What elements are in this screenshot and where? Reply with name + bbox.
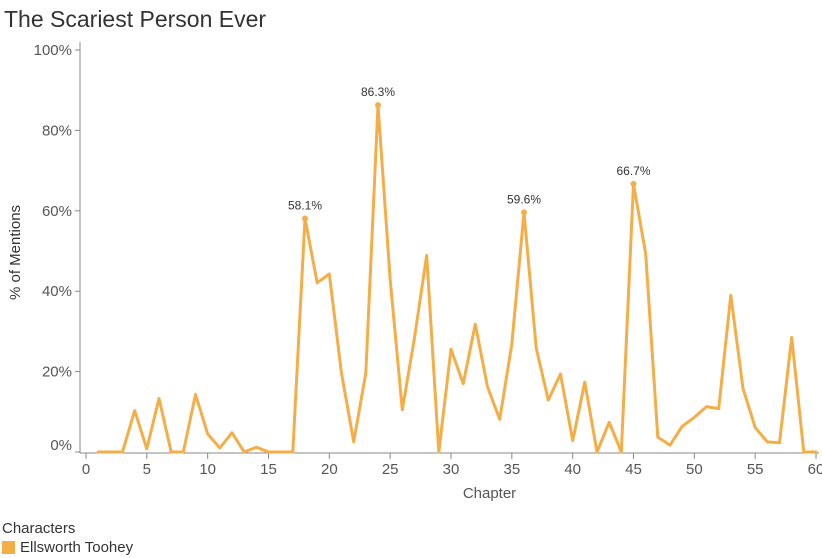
data-label: 86.3% xyxy=(361,85,395,99)
data-label: 58.1% xyxy=(288,198,322,212)
x-tick-label: 0 xyxy=(82,461,90,478)
x-tick-label: 20 xyxy=(321,461,338,478)
legend-title: Characters xyxy=(2,520,76,537)
x-tick-label: 45 xyxy=(625,461,642,478)
y-axis-label: % of Mentions xyxy=(7,205,24,300)
x-axis-label: Chapter xyxy=(463,485,516,502)
y-tick-label: 100% xyxy=(34,42,72,59)
y-tick-label: 80% xyxy=(42,122,72,139)
legend-item-ellsworth-toohey[interactable]: Ellsworth Toohey xyxy=(2,539,133,556)
y-tick-label: 20% xyxy=(42,364,72,381)
x-tick-label: 15 xyxy=(260,461,277,478)
y-tick-label: 60% xyxy=(42,203,72,220)
data-label: 59.6% xyxy=(507,192,541,206)
data-point-marker xyxy=(630,180,637,187)
x-tick-label: 55 xyxy=(747,461,764,478)
data-label: 66.7% xyxy=(616,164,650,178)
data-point-marker xyxy=(302,215,308,222)
chart-title: The Scariest Person Ever xyxy=(4,6,267,32)
line-chart: 0% 20% 40% 60% 80% 100% 0 5 10 15 20 25 30 35 40 45 50 55… xyxy=(7,42,822,502)
legend-swatch xyxy=(2,541,15,554)
legend-label: Ellsworth Toohey xyxy=(20,539,134,556)
data-point-marker xyxy=(521,209,527,216)
y-tick-label: 0% xyxy=(50,437,72,454)
data-point-marker xyxy=(375,102,381,109)
x-tick-label: 30 xyxy=(443,461,460,478)
x-tick-label: 25 xyxy=(382,461,399,478)
series-line-ellsworth-toohey xyxy=(96,103,818,454)
x-tick-label: 60 xyxy=(808,461,822,478)
y-tick-label: 40% xyxy=(42,283,72,300)
x-tick-label: 5 xyxy=(143,461,151,478)
x-tick-label: 35 xyxy=(503,461,520,478)
x-tick-label: 10 xyxy=(199,461,216,478)
x-tick-label: 50 xyxy=(686,461,703,478)
x-tick-label: 40 xyxy=(564,461,581,478)
